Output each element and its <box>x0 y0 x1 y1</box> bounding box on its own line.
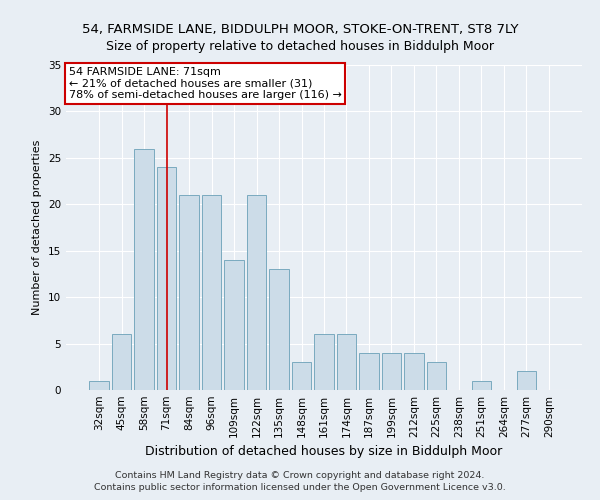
Text: Size of property relative to detached houses in Biddulph Moor: Size of property relative to detached ho… <box>106 40 494 53</box>
Bar <box>224 260 244 390</box>
Bar <box>314 334 334 390</box>
Bar <box>157 167 176 390</box>
Text: 54 FARMSIDE LANE: 71sqm
← 21% of detached houses are smaller (31)
78% of semi-de: 54 FARMSIDE LANE: 71sqm ← 21% of detache… <box>68 66 341 100</box>
Bar <box>472 380 491 390</box>
Bar <box>427 362 446 390</box>
Text: Contains HM Land Registry data © Crown copyright and database right 2024.
Contai: Contains HM Land Registry data © Crown c… <box>94 471 506 492</box>
Bar <box>179 195 199 390</box>
Bar <box>517 372 536 390</box>
Bar <box>292 362 311 390</box>
Bar <box>269 270 289 390</box>
X-axis label: Distribution of detached houses by size in Biddulph Moor: Distribution of detached houses by size … <box>145 446 503 458</box>
Bar <box>247 195 266 390</box>
Bar <box>134 148 154 390</box>
Y-axis label: Number of detached properties: Number of detached properties <box>32 140 43 315</box>
Bar <box>337 334 356 390</box>
Bar <box>89 380 109 390</box>
Bar <box>359 353 379 390</box>
Bar <box>382 353 401 390</box>
Text: 54, FARMSIDE LANE, BIDDULPH MOOR, STOKE-ON-TRENT, ST8 7LY: 54, FARMSIDE LANE, BIDDULPH MOOR, STOKE-… <box>82 22 518 36</box>
Bar <box>202 195 221 390</box>
Bar <box>404 353 424 390</box>
Bar <box>112 334 131 390</box>
